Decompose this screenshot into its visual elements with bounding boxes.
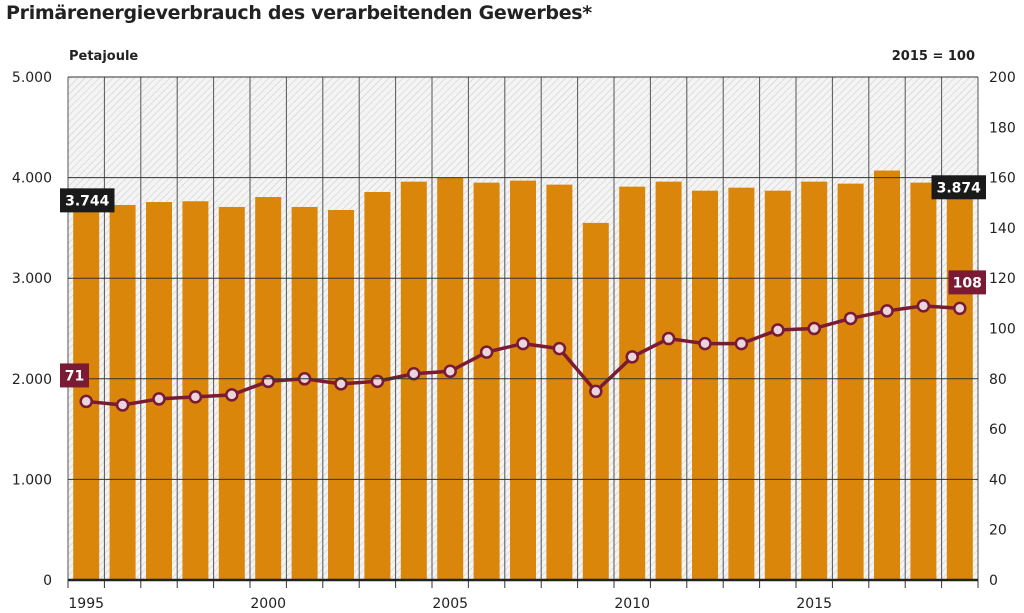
value-label-box: [60, 363, 89, 388]
bar-2007: [510, 180, 536, 581]
bar-2004: [400, 181, 427, 580]
index-point-2014: [771, 323, 785, 337]
index-point-2007: [516, 336, 530, 351]
index-point-2005: [443, 364, 457, 379]
y-right-tick-label: 200: [989, 70, 1016, 86]
bar-2002: [328, 209, 354, 580]
y-right-tick-label: 140: [989, 221, 1016, 237]
index-point-1997: [152, 392, 166, 406]
bar-1996: [109, 204, 136, 580]
axes: 0 1.000 2.000 3.000 4.000 5.000 0 20 40 60 80 100 12…: [12, 70, 1016, 612]
index-point-2000: [261, 374, 275, 389]
value-label: 108: [953, 275, 982, 291]
index-point-2018: [916, 299, 931, 313]
bar-2013: [728, 187, 755, 580]
bar-2012: [692, 190, 718, 581]
y-right-tick-label: 180: [989, 120, 1016, 136]
annotations: 3.744 3.874 71 108: [60, 175, 986, 388]
bar-2000: [255, 197, 282, 580]
index-point-2013: [734, 336, 749, 351]
bar-1997: [146, 202, 172, 580]
bars: [73, 170, 973, 581]
y-right-tick-label: 160: [989, 171, 1016, 187]
y-left-tick-label: 1.000: [12, 472, 52, 488]
index-point-2004: [407, 367, 421, 381]
bar-2018: [910, 182, 937, 580]
y-right-tick-label: 60: [989, 422, 1007, 438]
bar-1995: [73, 203, 100, 580]
y-right-tick-label: 0: [989, 573, 998, 589]
right-axis-label: 2015 = 100: [892, 49, 975, 64]
index-point-2016: [843, 311, 858, 326]
index-point-2008: [552, 341, 567, 356]
bar-2016: [837, 183, 864, 581]
bar-2014: [764, 190, 791, 581]
index-point-1995: [79, 394, 93, 409]
index-line: [79, 299, 967, 412]
value-label: 3.744: [65, 193, 110, 209]
bar-2006: [473, 182, 500, 580]
y-right-tick-label: 100: [989, 322, 1016, 338]
index-point-2002: [334, 377, 348, 391]
index-point-1998: [188, 390, 203, 404]
index-point-2003: [370, 374, 385, 389]
chart-title: Primärenergieverbrauch des verarbeitende…: [6, 2, 592, 24]
x-tick-label: 2005: [432, 596, 468, 612]
y-left-tick-label: 5.000: [12, 70, 52, 86]
y-right-tick-label: 40: [989, 472, 1007, 488]
index-point-1999: [225, 388, 239, 402]
x-tick-label: 2010: [614, 596, 650, 612]
index-point-2017: [880, 304, 894, 318]
y-right-tick-label: 80: [989, 372, 1007, 388]
bar-2017: [874, 170, 900, 581]
bar-2001: [291, 206, 318, 580]
y-right-tick-label: 120: [989, 271, 1016, 287]
bar-2008: [546, 184, 573, 580]
bar-2019: [946, 190, 973, 580]
value-label: 71: [65, 368, 84, 384]
grid: [67, 77, 979, 580]
index-point-2019: [953, 301, 967, 316]
y-left-tick-label: 0: [43, 573, 52, 589]
index-point-2012: [698, 336, 712, 351]
index-point-2009: [589, 384, 603, 399]
value-label: 3.874: [937, 180, 982, 196]
y-left-tick-label: 2.000: [12, 372, 52, 388]
value-label-box: [931, 175, 986, 200]
index-point-2006: [479, 345, 494, 359]
y-left-tick-label: 4.000: [12, 171, 52, 187]
value-label-box: [948, 270, 986, 295]
x-tick-label: 1995: [68, 596, 104, 612]
index-point-2011: [661, 331, 676, 346]
index-point-1996: [115, 398, 130, 412]
index-point-2010: [625, 350, 639, 364]
index-point-2015: [807, 321, 821, 336]
bar-2010: [619, 186, 646, 581]
y-right-tick-label: 20: [989, 523, 1007, 539]
value-label-box: [60, 188, 115, 213]
x-tick-label: 2015: [796, 596, 832, 612]
left-axis-label: Petajoule: [69, 49, 138, 64]
y-left-tick-label: 3.000: [12, 271, 52, 287]
bar-2015: [801, 181, 828, 580]
x-tick-label: 2000: [250, 596, 286, 612]
bar-2011: [655, 181, 682, 580]
bar-2009: [582, 222, 609, 580]
